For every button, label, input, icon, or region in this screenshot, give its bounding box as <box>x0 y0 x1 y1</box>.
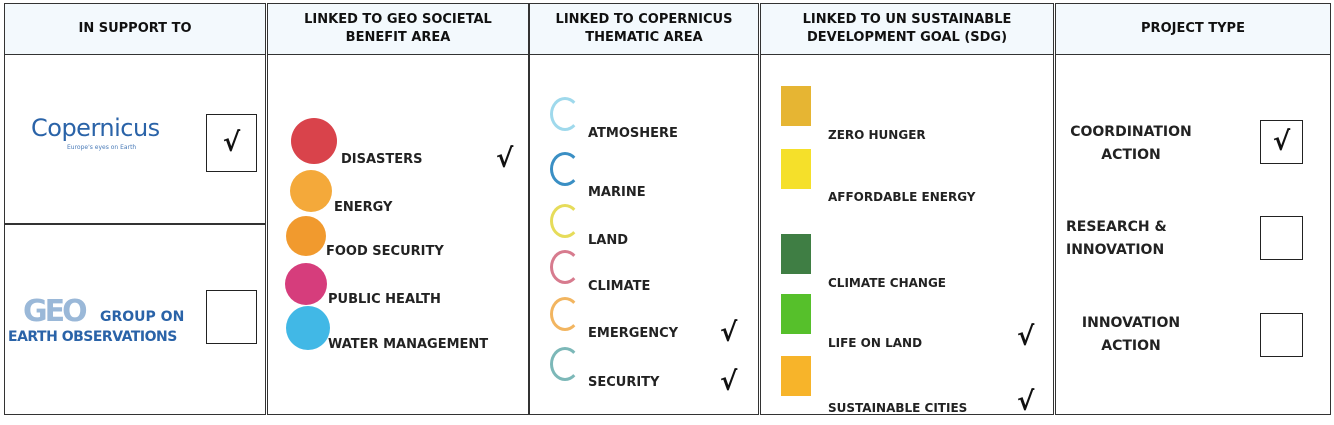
sdg-label: LIFE ON LAND <box>828 336 923 350</box>
check-mark: √ <box>1017 322 1035 352</box>
checkbox: √ <box>1260 120 1303 164</box>
thematic-icon <box>550 97 580 131</box>
thematic-label: EMERGENCY <box>588 326 679 341</box>
checkbox <box>206 290 257 344</box>
sdg-label: CLIMATE CHANGE <box>828 276 947 290</box>
thematic-icon <box>550 204 580 238</box>
column-header: LINKED TO UN SUSTAINABLE DEVELOPMENT GOA… <box>761 4 1053 55</box>
sba-icon <box>286 306 330 350</box>
sba-icon <box>290 170 332 212</box>
sdg-label: ZERO HUNGER <box>828 128 926 142</box>
thematic-icon <box>550 250 580 284</box>
sdg-label: SUSTAINABLE CITIES <box>828 401 968 415</box>
thematic-icon <box>550 297 580 331</box>
column: LINKED TO UN SUSTAINABLE DEVELOPMENT GOA… <box>760 3 1054 417</box>
check-mark: √ <box>720 367 738 397</box>
geo-line2: EARTH OBSERVATIONS <box>8 329 177 345</box>
sba-label: WATER MANAGEMENT <box>328 337 489 352</box>
column-header: LINKED TO GEO SOCIETAL BENEFIT AREA <box>268 4 528 55</box>
thematic-icon <box>550 347 580 381</box>
thematic-label: SECURITY <box>588 375 660 390</box>
sba-icon <box>286 216 326 256</box>
column: LINKED TO GEO SOCIETAL BENEFIT AREA DISAS… <box>267 3 529 415</box>
column: PROJECT TYPE COORDINATION ACTION √ RESEARCH… <box>1055 3 1331 415</box>
checkbox <box>1260 313 1303 357</box>
sdg-icon <box>781 86 811 126</box>
sdg-icon <box>781 356 811 396</box>
sba-label: ENERGY <box>334 200 393 215</box>
copernicus-logo: Copernicus <box>31 114 160 142</box>
sdg-icon <box>781 234 811 274</box>
geo-logo: GEO <box>23 294 88 329</box>
sdg-icon <box>781 149 811 189</box>
project-type-label: INNOVATION ACTION <box>1081 315 1181 354</box>
divider <box>5 223 265 225</box>
project-type-label: RESEARCH & INNOVATION <box>1066 219 1167 258</box>
column: LINKED TO COPERNICUS THEMATIC AREA ATMOSH… <box>529 3 759 415</box>
sba-icon <box>291 118 337 164</box>
column: IN SUPPORT TO Copernicus Europe's eyes on … <box>4 3 266 415</box>
check-mark: √ <box>1272 127 1291 157</box>
thematic-label: LAND <box>588 233 629 248</box>
thematic-label: ATMOSHERE <box>588 126 678 141</box>
copernicus-tagline: Europe's eyes on Earth <box>67 144 137 151</box>
sba-label: FOOD SECURITY <box>326 244 444 259</box>
column-header: LINKED TO COPERNICUS THEMATIC AREA <box>530 4 758 55</box>
checkbox <box>1260 216 1303 260</box>
thematic-icon <box>550 152 580 186</box>
project-type-label: COORDINATION ACTION <box>1070 124 1192 163</box>
sba-label: PUBLIC HEALTH <box>328 292 441 307</box>
check-mark: √ <box>222 128 241 158</box>
thematic-label: MARINE <box>588 185 646 200</box>
sdg-icon <box>781 294 811 334</box>
check-mark: √ <box>496 144 514 174</box>
check-mark: √ <box>720 318 738 348</box>
thematic-label: CLIMATE <box>588 279 651 294</box>
sba-icon <box>285 263 327 305</box>
geo-line1: GROUP ON <box>100 309 185 325</box>
column-header: IN SUPPORT TO <box>5 4 265 55</box>
sba-label: DISASTERS <box>341 152 423 167</box>
column-header: PROJECT TYPE <box>1056 4 1330 55</box>
check-mark: √ <box>1017 387 1035 417</box>
checkbox: √ <box>206 114 257 172</box>
sdg-label: AFFORDABLE ENERGY <box>828 190 976 204</box>
